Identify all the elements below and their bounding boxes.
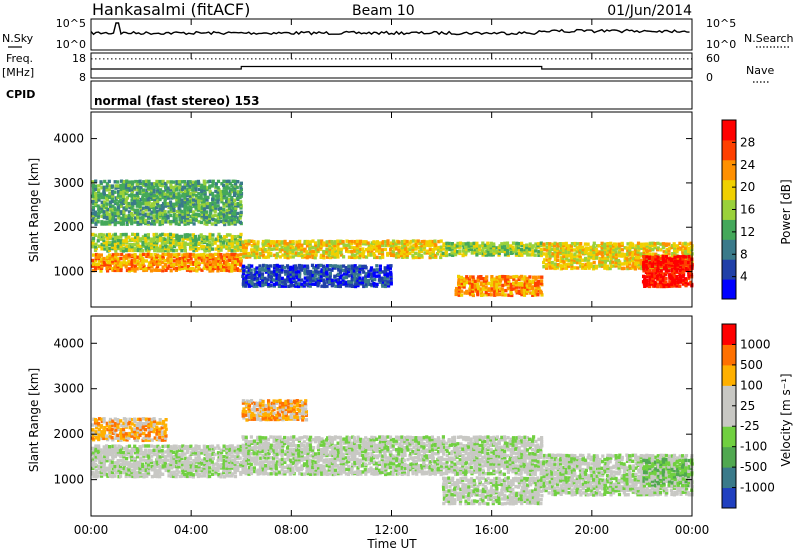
velocity-cbar-segment [722,344,736,366]
velocity-band-0 [91,444,243,479]
velocity-cbar-tick: 100 [740,378,763,392]
date-title: 01/Jun/2014 [607,3,692,19]
velocity-band-1 [91,417,168,443]
velocity-cbar-tick: -25 [740,419,760,433]
power-cbar-segment [722,259,736,280]
power-cbar-segment [722,279,736,300]
power-cbar-segment [722,139,736,161]
freq-right-tick-bottom: 0 [706,71,713,84]
noise-sky-line [90,22,690,36]
power-ytick-label: 2000 [53,220,84,234]
power-band-0 [91,252,243,273]
velocity-band-6 [642,458,694,488]
power-colorbar: 28 24 20 16 12 8 4 [721,119,755,300]
power-band-1 [91,232,243,253]
freq-step-line [91,65,692,70]
x-tick-label: 16:00 [474,523,509,537]
x-tick-label: 08:00 [274,523,309,537]
beam-title: Beam 10 [352,3,415,19]
freq-right-tick-top: 60 [706,52,720,65]
velocity-cbar-segment [722,385,736,407]
velocity-cbar-label: Velocity [m s⁻¹] [779,373,793,466]
noise-right-tick-bottom: 10^0 [706,38,736,51]
velocity-ytick-label: 3000 [53,382,84,396]
power-cbar-tick: 12 [740,225,755,239]
velocity-cbar-tick: -100 [740,440,767,454]
velocity-cbar-tick: 25 [740,399,755,413]
x-axis-label: Time UT [366,537,417,551]
velocity-cbar-segment [722,324,736,345]
velocity-colorbar: 1000 500 100 25 -25 -100 -500 -1000 [721,323,775,509]
velocity-ytick-label: 4000 [53,336,84,350]
power-cbar-segment [722,159,736,181]
power-cbar-tick: 20 [740,180,755,194]
velocity-ylabel: Slant Range [km] [27,368,41,472]
x-tick-label: 00:00 [675,523,710,537]
x-tick-label: 20:00 [575,523,610,537]
velocity-cbar-segment [722,364,736,386]
velocity-band-3 [441,476,544,506]
x-tick-label: 12:00 [374,523,409,537]
velocity-cbar-tick: -500 [740,460,767,474]
cpid-label: CPID [6,88,35,101]
freq-left-tick-bottom: 8 [79,71,86,84]
power-band-5 [454,274,544,298]
velocity-ytick-label: 1000 [53,473,84,487]
power-cbar-segment [722,199,736,220]
power-cbar-tick: 24 [740,158,755,172]
velocity-cbar-segment [722,446,736,468]
nsky-label: N.Sky [2,32,34,45]
power-cbar-segment [722,219,736,240]
power-heatmap [91,179,694,298]
power-cbar-label: Power [dB] [779,179,793,244]
x-tick-label: 00:00 [74,523,109,537]
noise-left-tick-top: 10^5 [56,17,86,30]
freq-unit-label: [MHz] [2,66,34,79]
freq-left-tick-top: 18 [72,52,86,65]
velocity-cbar-tick: -1000 [740,481,775,495]
velocity-cbar-segment [722,405,736,427]
velocity-cbar-segment [722,426,736,448]
cpid-panel-frame [90,80,693,110]
noise-left-tick-bottom: 10^0 [56,38,86,51]
noise-right-tick-top: 10^5 [706,17,736,30]
power-ytick-label: 3000 [53,176,84,190]
x-tick-label: 04:00 [174,523,209,537]
nsearch-label: N.Search [744,32,794,45]
power-ylabel: Slant Range [km] [27,158,41,262]
power-cbar-tick: 28 [740,135,755,149]
power-band-3 [241,239,444,260]
power-cbar-tick: 4 [740,270,748,284]
station-title: Hankasalmi (fitACF) [92,0,250,19]
velocity-band-2 [241,435,544,477]
freq-label: Freq. [6,52,33,65]
velocity-heatmap [91,398,694,506]
power-cbar-tick: 16 [740,203,755,217]
velocity-cbar-segment [722,487,736,509]
power-band-4 [441,241,544,258]
power-cbar-segment [722,179,736,201]
velocity-band-4 [241,398,309,422]
power-ytick-label: 4000 [53,132,84,146]
power-cbar-segment [722,239,736,260]
cpid-value: normal (fast stereo) 153 [94,94,260,108]
velocity-ytick-label: 2000 [53,427,84,441]
power-cbar-tick: 8 [740,247,748,261]
power-cbar-segment [722,120,736,141]
velocity-cbar-segment [722,467,736,489]
power-band-2 [91,179,244,227]
power-ytick-label: 1000 [53,265,84,279]
power-band-7 [641,254,694,289]
velocity-cbar-tick: 1000 [740,337,771,351]
velocity-cbar-tick: 500 [740,358,763,372]
nave-label: Nave [746,64,774,77]
power-band-8 [241,263,393,289]
